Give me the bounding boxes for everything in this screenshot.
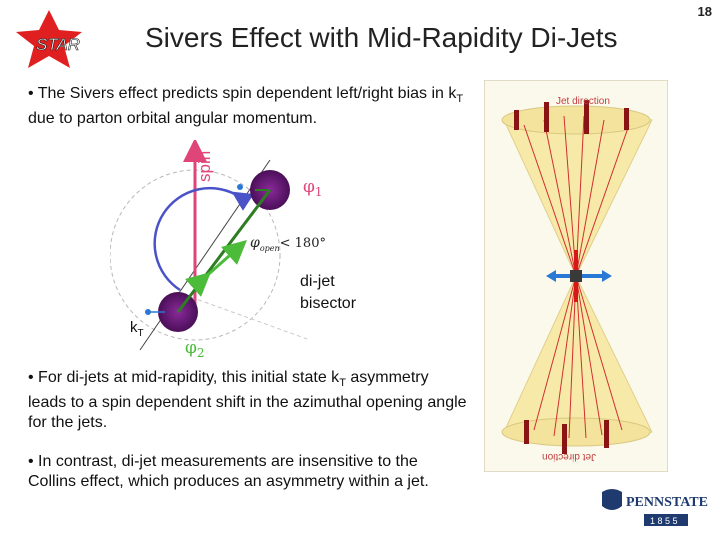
bisector-arrow [185, 240, 247, 297]
bisector-label-1: di-jet [300, 273, 335, 290]
phi1-label: φ1 [303, 177, 323, 199]
bullet-collins: • In contrast, di-jet measurements are i… [28, 453, 429, 490]
pennstate-logo: PENNSTATE 1 8 5 5 [602, 489, 708, 526]
dijet-line [176, 189, 272, 313]
nittany-lion-icon [602, 489, 622, 510]
kt-dot-1 [237, 184, 243, 190]
phi-open-label: φopen< 180° [250, 235, 326, 253]
bisector-line [184, 294, 311, 341]
star-logo-text: STAR [36, 35, 80, 54]
kt-label: kT [130, 319, 144, 339]
slide-title: Sivers Effect with Mid-Rapidity Di-Jets [145, 22, 618, 53]
sivers-diagram: spin φ1 φ2 φopen< 180° di-jet bisector k… [110, 140, 357, 360]
star-logo: STAR [16, 10, 82, 68]
bullet-dijet: • For di-jets at mid-rapidity, this init… [28, 369, 467, 432]
bisector-label-2: bisector [300, 295, 357, 312]
opening-angle-arc [153, 186, 254, 292]
pennstate-text: PENNSTATE [626, 495, 708, 510]
bullet-sivers: • The Sivers effect predicts spin depend… [28, 85, 464, 128]
page-number: 18 [697, 4, 712, 19]
jet-cone-panel: Jet direction Jet direction [484, 80, 668, 472]
jet-direction-top: Jet direction [556, 96, 610, 107]
spin-label: spin [195, 151, 214, 182]
pennstate-year: 1 8 5 5 [650, 516, 678, 526]
star-logo-icon [16, 10, 82, 68]
phi2-label: φ2 [185, 338, 205, 360]
tower-bars [514, 100, 629, 454]
jet-direction-bottom: Jet direction [542, 451, 596, 462]
particle-lines [523, 115, 630, 439]
